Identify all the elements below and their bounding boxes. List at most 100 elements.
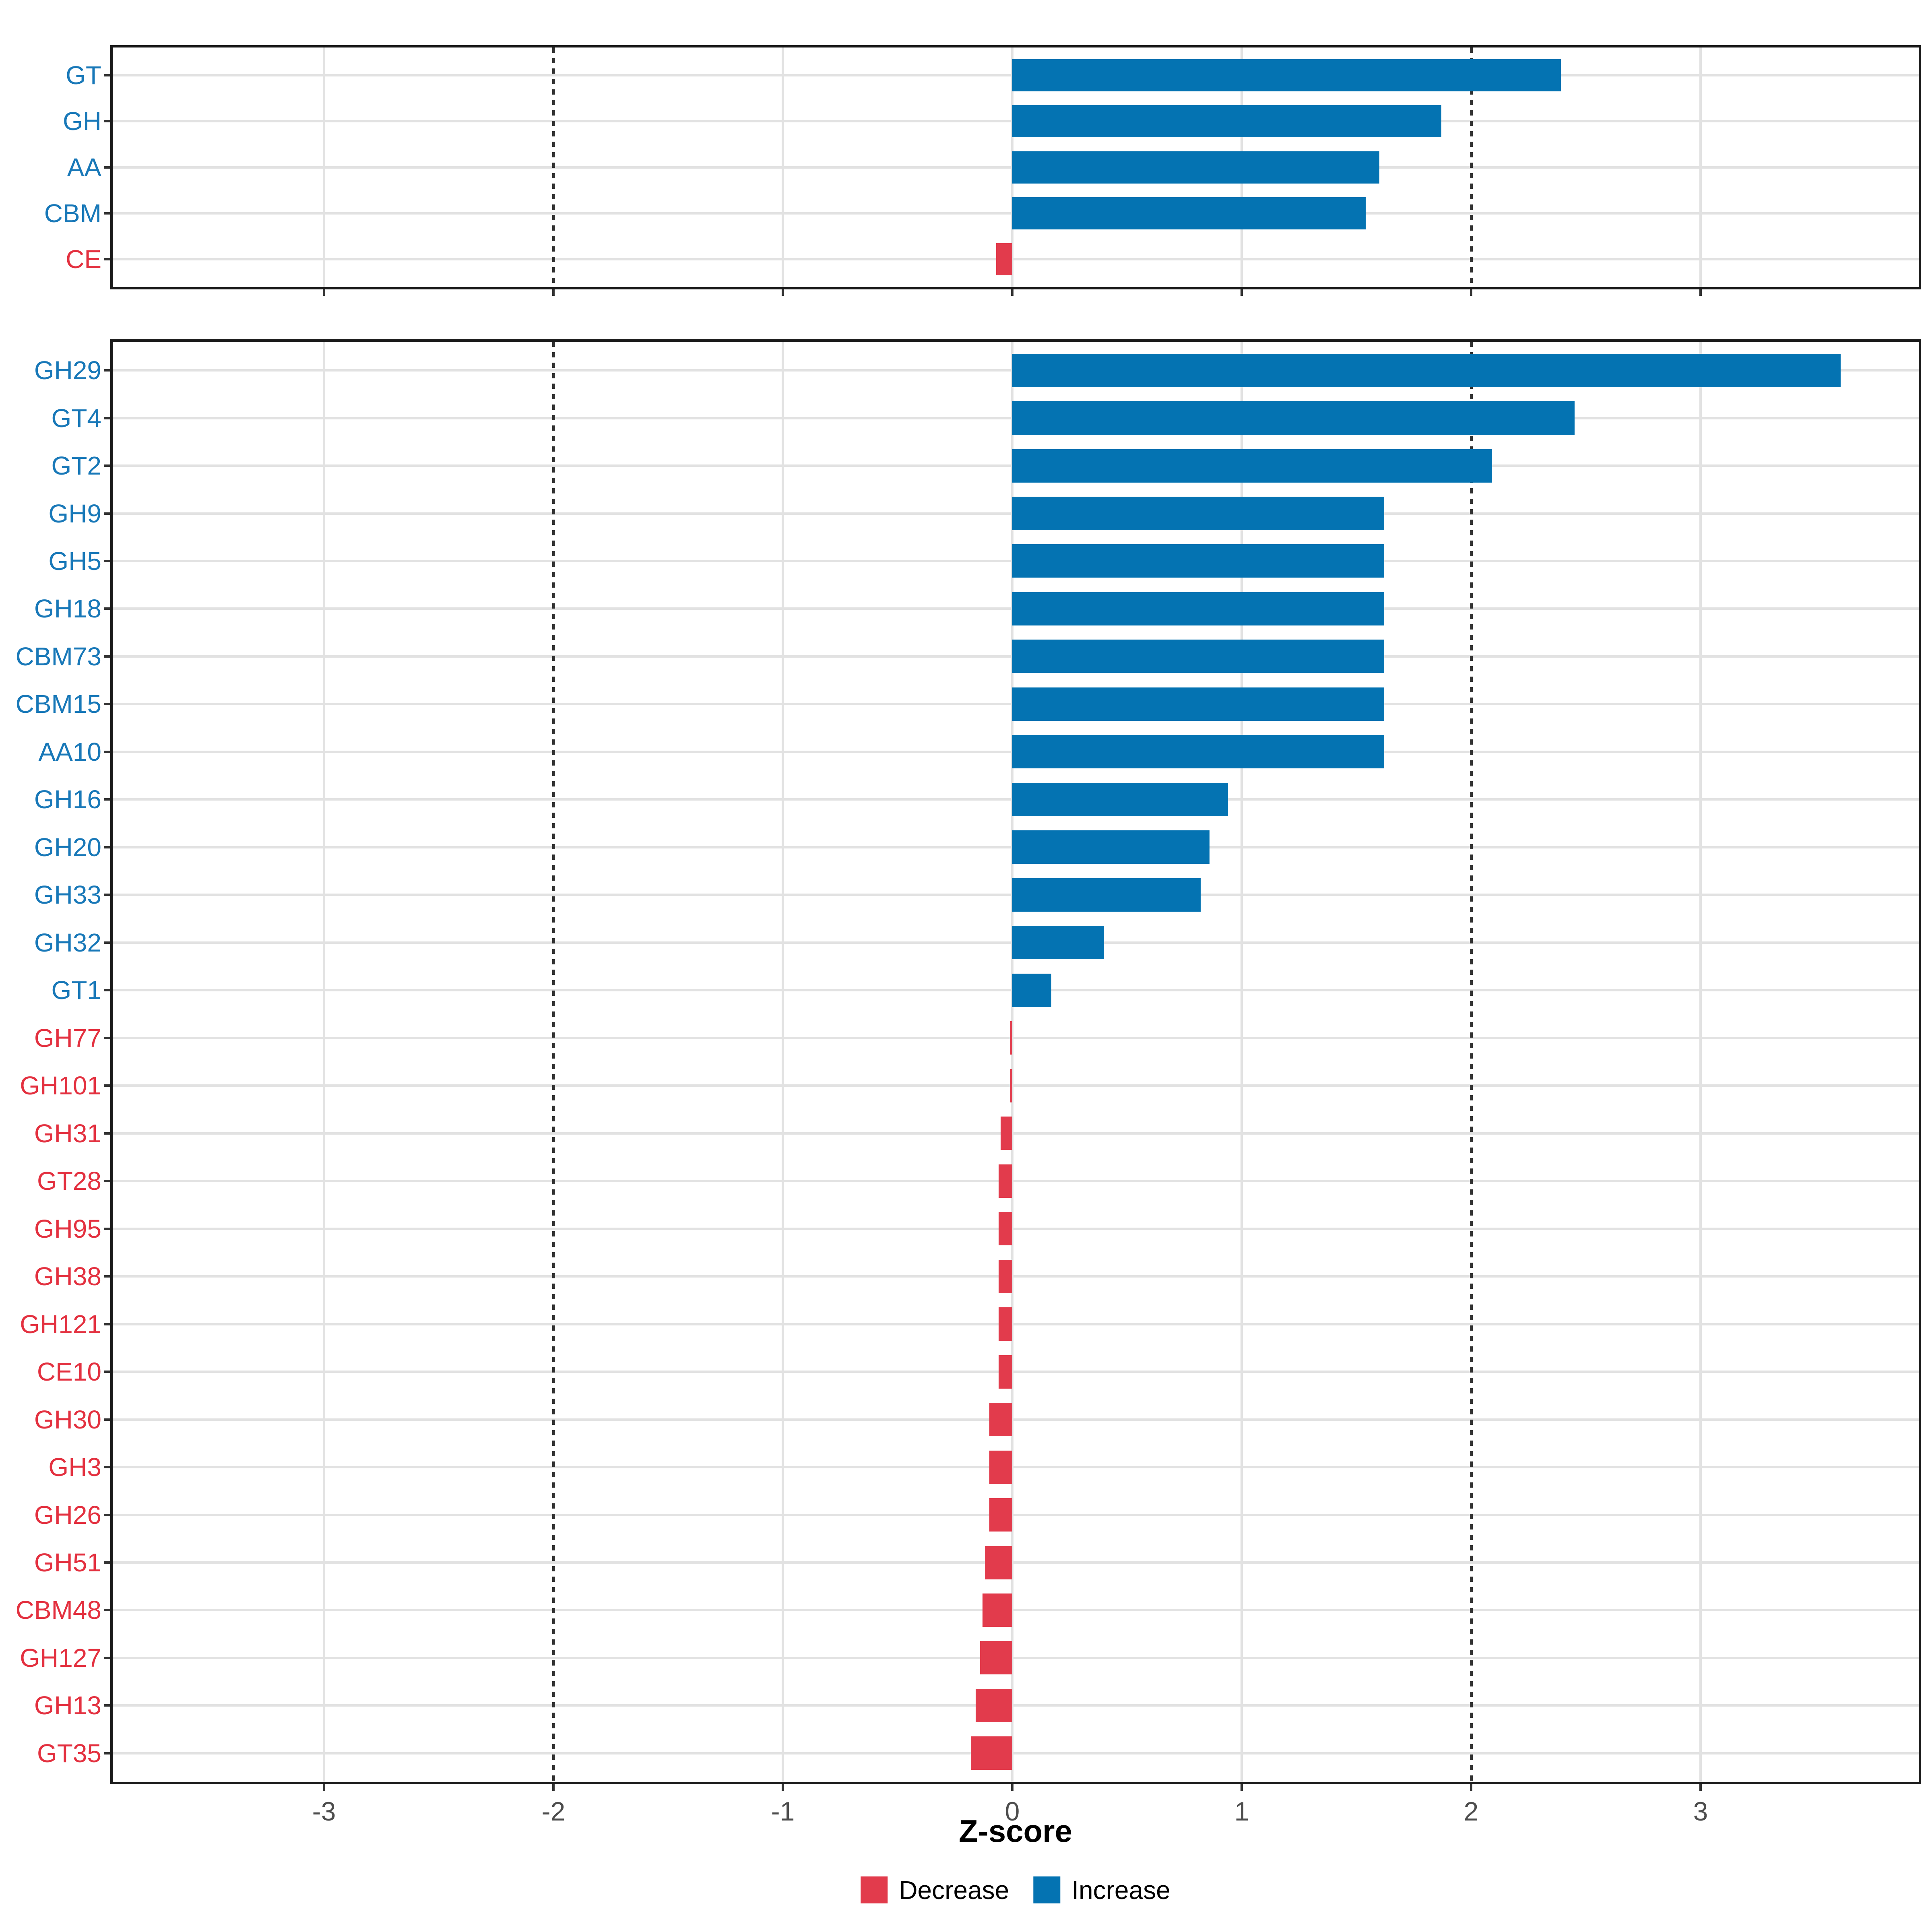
y-axis-tick-GH26 bbox=[104, 1514, 110, 1516]
y-axis-tick-GH95 bbox=[104, 1228, 110, 1230]
category-label-GH13: GH13 bbox=[34, 1691, 101, 1720]
category-label-GH5: GH5 bbox=[48, 547, 101, 576]
y-axis-tick-GH20 bbox=[104, 846, 110, 848]
gridline-x-0 bbox=[1011, 342, 1013, 1782]
gridline-row-GH13 bbox=[113, 1704, 1919, 1707]
legend-item-decrease: Decrease bbox=[861, 1876, 1009, 1903]
x-axis-tick-cazyme-classes-3 bbox=[1699, 289, 1702, 296]
category-label-CE10: CE10 bbox=[37, 1357, 101, 1386]
reference-line-2 bbox=[1470, 342, 1473, 1782]
category-label-GH30: GH30 bbox=[34, 1405, 101, 1434]
x-axis-tick-cazyme-classes-2 bbox=[1470, 289, 1472, 296]
y-axis-tick-GT35 bbox=[104, 1752, 110, 1754]
category-label-GH26: GH26 bbox=[34, 1501, 101, 1530]
category-label-GH20: GH20 bbox=[34, 833, 101, 862]
gridline-row-GT35 bbox=[113, 1752, 1919, 1754]
category-label-GH51: GH51 bbox=[34, 1548, 101, 1577]
bar-CBM48 bbox=[983, 1593, 1012, 1627]
x-axis-tick-cazyme-classes-0 bbox=[1011, 289, 1013, 296]
x-tick-label--2: -2 bbox=[541, 1796, 566, 1826]
category-label-AA10: AA10 bbox=[38, 737, 101, 766]
x-tick-label--3: -3 bbox=[312, 1796, 336, 1826]
gridline-x--1 bbox=[782, 342, 784, 1782]
y-axis-tick-GH3 bbox=[104, 1466, 110, 1468]
bar-GH77 bbox=[1010, 1021, 1012, 1055]
legend-label-increase: Increase bbox=[1071, 1875, 1170, 1905]
reference-line--2 bbox=[552, 47, 555, 287]
gridline-row-GH38 bbox=[113, 1275, 1919, 1278]
y-axis-tick-CBM bbox=[104, 212, 110, 215]
y-axis-tick-CBM15 bbox=[104, 703, 110, 705]
bar-CE bbox=[996, 243, 1012, 275]
bar-GH3 bbox=[989, 1451, 1012, 1484]
x-tick-label-0: 0 bbox=[1005, 1796, 1020, 1826]
bar-GH5 bbox=[1012, 544, 1384, 578]
category-label-CBM48: CBM48 bbox=[15, 1596, 101, 1624]
gridline-row-GH51 bbox=[113, 1561, 1919, 1564]
bar-GH121 bbox=[999, 1307, 1012, 1341]
gridline-row-GH121 bbox=[113, 1323, 1919, 1325]
reference-line-2 bbox=[1470, 47, 1473, 287]
gridline-row-GH77 bbox=[113, 1037, 1919, 1039]
bar-GT2 bbox=[1012, 449, 1492, 483]
gridline-x-3 bbox=[1699, 342, 1702, 1782]
x-tick-label-2: 2 bbox=[1463, 1796, 1479, 1826]
bar-GT4 bbox=[1012, 401, 1575, 435]
category-label-GT: GT bbox=[66, 61, 101, 90]
gridline-row-GH31 bbox=[113, 1132, 1919, 1135]
bar-CE10 bbox=[999, 1355, 1012, 1389]
y-axis-tick-GH38 bbox=[104, 1275, 110, 1278]
panel-cazyme-families bbox=[110, 339, 1921, 1784]
y-axis-tick-GH127 bbox=[104, 1657, 110, 1659]
y-axis-tick-GT2 bbox=[104, 464, 110, 467]
bar-GH bbox=[1012, 105, 1441, 137]
category-label-AA: AA bbox=[67, 153, 101, 182]
legend-label-decrease: Decrease bbox=[899, 1875, 1009, 1905]
y-axis-tick-GH121 bbox=[104, 1323, 110, 1325]
y-axis-tick-GH30 bbox=[104, 1418, 110, 1421]
y-axis-tick-GH5 bbox=[104, 560, 110, 562]
gridline-row-GH3 bbox=[113, 1466, 1919, 1468]
gridline-row-GH101 bbox=[113, 1084, 1919, 1087]
category-label-GT2: GT2 bbox=[51, 451, 101, 480]
bar-GH18 bbox=[1012, 592, 1384, 625]
x-axis-tick-cazyme-classes--2 bbox=[552, 289, 555, 296]
category-label-GH77: GH77 bbox=[34, 1024, 101, 1053]
y-axis-tick-GH29 bbox=[104, 369, 110, 372]
gridline-row-CE10 bbox=[113, 1371, 1919, 1373]
x-tick-label-1: 1 bbox=[1234, 1796, 1249, 1826]
bar-GT35 bbox=[971, 1736, 1012, 1770]
gridline-row-CBM48 bbox=[113, 1609, 1919, 1611]
bar-GT28 bbox=[999, 1164, 1012, 1198]
bar-GH31 bbox=[1001, 1117, 1012, 1150]
y-axis-tick-GT1 bbox=[104, 989, 110, 991]
gridline-row-GH95 bbox=[113, 1228, 1919, 1230]
category-label-GH31: GH31 bbox=[34, 1119, 101, 1148]
category-label-GH9: GH9 bbox=[48, 499, 101, 528]
x-axis-tick-cazyme-families--3 bbox=[323, 1784, 325, 1791]
y-axis-tick-AA10 bbox=[104, 751, 110, 753]
y-axis-tick-CBM48 bbox=[104, 1609, 110, 1611]
bar-GT1 bbox=[1012, 974, 1051, 1007]
y-axis-tick-GH18 bbox=[104, 607, 110, 610]
category-label-CE: CE bbox=[66, 245, 101, 274]
x-axis-tick-cazyme-families--1 bbox=[782, 1784, 784, 1791]
bar-GH51 bbox=[985, 1546, 1012, 1579]
category-label-GH32: GH32 bbox=[34, 928, 101, 957]
x-tick-label--1: -1 bbox=[771, 1796, 795, 1826]
bar-GH101 bbox=[1010, 1069, 1012, 1102]
y-axis-tick-GH51 bbox=[104, 1561, 110, 1564]
legend: Decrease Increase bbox=[861, 1876, 1170, 1903]
category-label-GH33: GH33 bbox=[34, 880, 101, 909]
category-label-GT28: GT28 bbox=[37, 1166, 101, 1195]
category-label-GT1: GT1 bbox=[51, 976, 101, 1005]
bar-GH33 bbox=[1012, 878, 1201, 912]
y-axis-tick-GH13 bbox=[104, 1704, 110, 1707]
y-axis-tick-GH31 bbox=[104, 1132, 110, 1135]
x-axis-tick-cazyme-families--2 bbox=[552, 1784, 555, 1791]
y-axis-tick-GH bbox=[104, 120, 110, 122]
category-label-GH127: GH127 bbox=[20, 1643, 101, 1672]
bar-AA bbox=[1012, 151, 1379, 184]
bar-CBM bbox=[1012, 197, 1366, 229]
reference-line--2 bbox=[552, 342, 555, 1782]
